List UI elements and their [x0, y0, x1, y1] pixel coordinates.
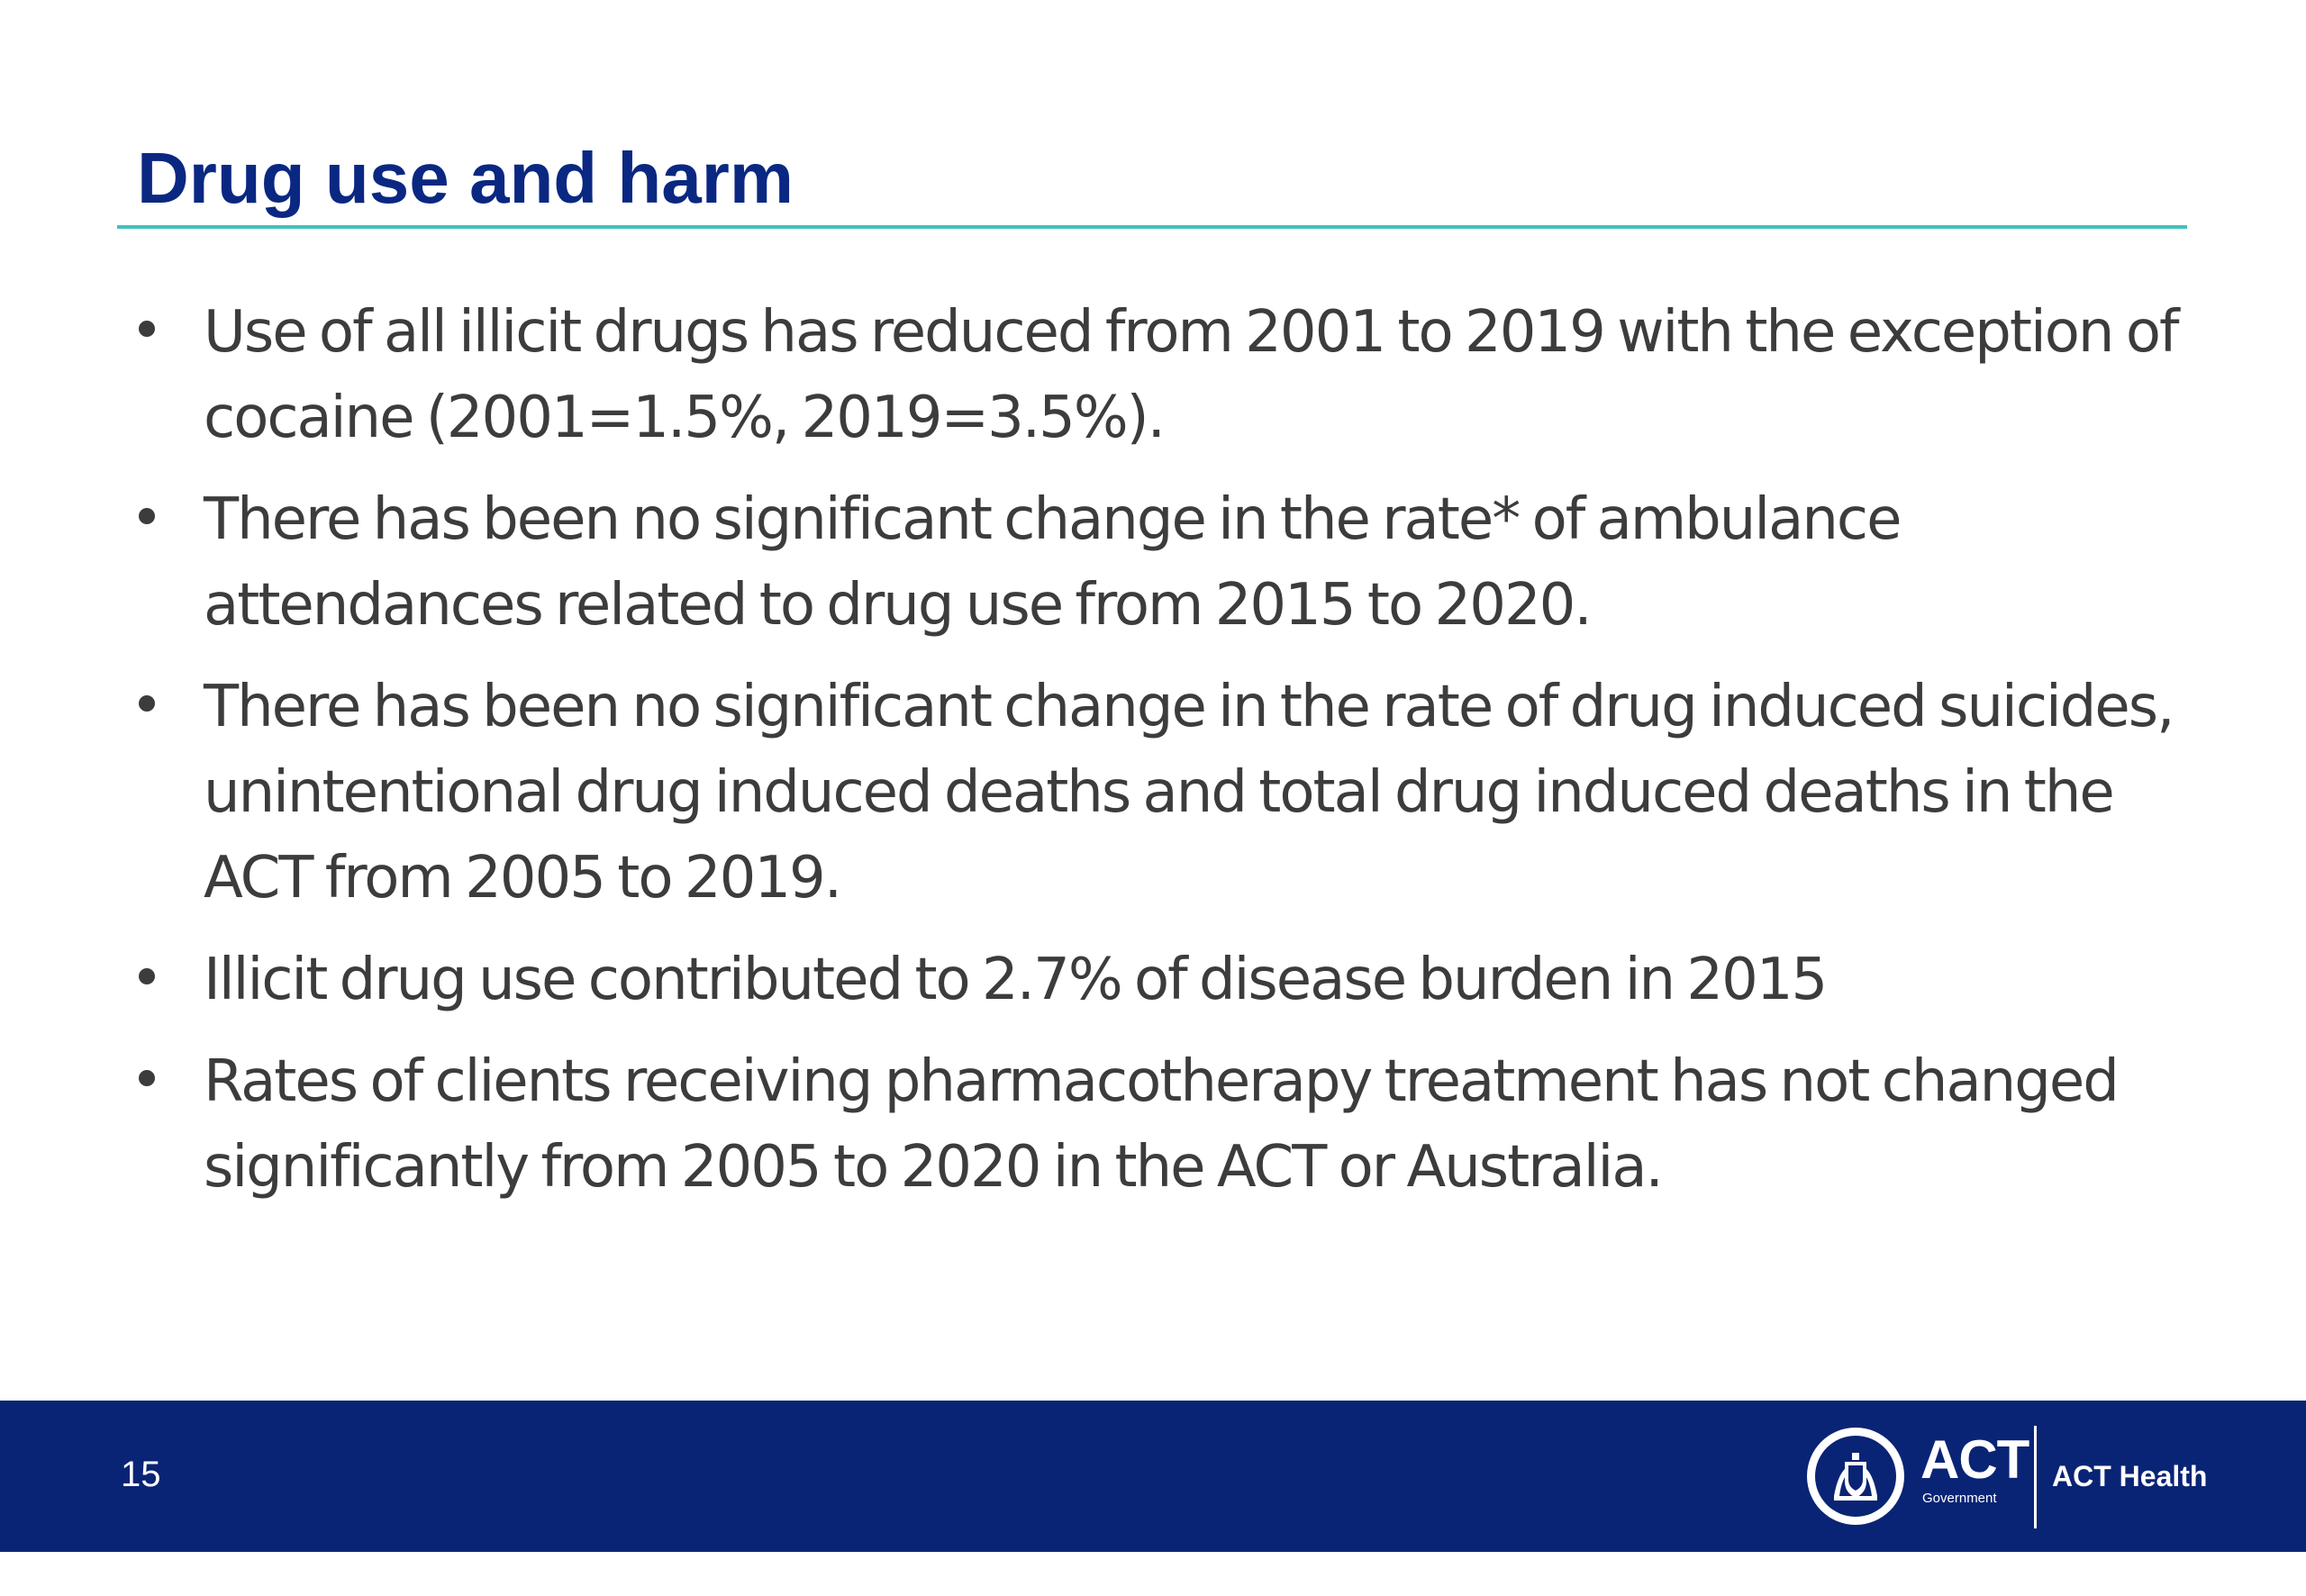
- logo-government-text: Government: [1922, 1491, 1997, 1506]
- act-health-logo: ACT Government ACT Health: [1803, 1420, 2209, 1532]
- act-coat-of-arms-icon: [1807, 1428, 1904, 1525]
- page-number: 15: [121, 1455, 161, 1494]
- bullet-icon: [139, 321, 155, 337]
- bullet-icon: [139, 508, 155, 524]
- bullet-text: Use of all illicit drugs has reduced fro…: [204, 299, 2179, 451]
- bullet-text: Illicit drug use contributed to 2.7% of …: [204, 947, 1828, 1013]
- slide-title: Drug use and harm: [137, 138, 794, 218]
- logo-act-health-text: ACT Health: [2052, 1460, 2208, 1492]
- bullet-text: Rates of clients receiving pharmacothera…: [204, 1048, 2120, 1201]
- bullet-item: Illicit drug use contributed to 2.7% of …: [135, 938, 2207, 1023]
- logo-divider: [2034, 1426, 2037, 1528]
- title-divider: [117, 225, 2187, 229]
- logo-act-text: ACT: [1920, 1429, 2029, 1490]
- bullet-item: There has been no significant change in …: [135, 477, 2207, 648]
- bullet-list: Use of all illicit drugs has reduced fro…: [135, 290, 2207, 1227]
- bullet-icon: [139, 968, 155, 984]
- bullet-icon: [139, 1070, 155, 1086]
- bullet-item: Rates of clients receiving pharmacothera…: [135, 1039, 2207, 1211]
- bullet-item: There has been no significant change in …: [135, 665, 2207, 921]
- footer-bar: 15 ACT Government ACT Health: [0, 1401, 2306, 1552]
- bullet-icon: [139, 695, 155, 712]
- bullet-text: There has been no significant change in …: [204, 674, 2174, 911]
- bullet-text: There has been no significant change in …: [204, 486, 1902, 639]
- bullet-item: Use of all illicit drugs has reduced fro…: [135, 290, 2207, 461]
